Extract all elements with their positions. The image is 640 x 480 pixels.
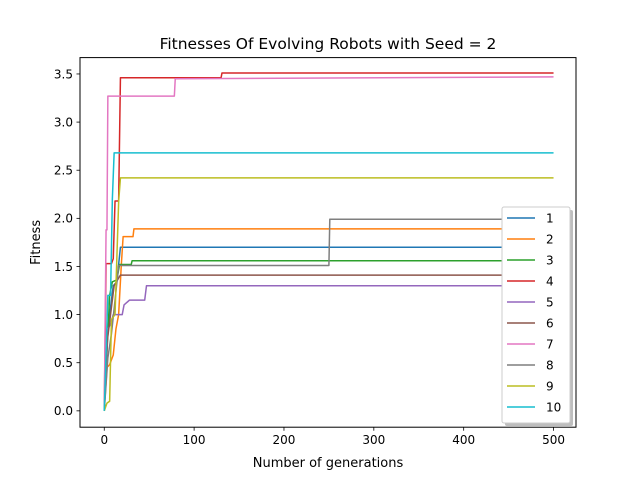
y-tick-label: 1.0 [54, 308, 73, 322]
y-tick-label: 2.0 [54, 212, 73, 226]
legend-label-1: 1 [546, 212, 554, 226]
legend-label-5: 5 [546, 296, 554, 310]
legend-label-2: 2 [546, 233, 554, 247]
x-tick-label: 200 [273, 433, 296, 447]
y-tick-label: 0.0 [54, 404, 73, 418]
chart-legend: 1 2 3 4 5 6 7 8 9 10 [501, 206, 573, 426]
chart-title: Fitnesses Of Evolving Robots with Seed =… [160, 35, 497, 53]
legend-label-9: 9 [546, 380, 554, 394]
y-tick-label: 2.5 [54, 164, 73, 178]
legend-box [501, 206, 571, 424]
y-tick-label: 1.5 [54, 260, 73, 274]
x-axis-label: Number of generations [253, 456, 404, 471]
y-tick-label: 3.5 [54, 67, 73, 81]
y-axis-label: Fitness [29, 220, 44, 265]
series-line-10 [103, 152, 554, 411]
series-line-7 [103, 76, 554, 411]
series-line-9 [103, 177, 554, 412]
y-tick-label: 3.0 [54, 115, 73, 129]
series-line-8 [103, 218, 554, 411]
plot-area [103, 72, 554, 412]
x-tick-label: 500 [542, 433, 565, 447]
legend-label-3: 3 [546, 254, 554, 268]
legend-label-4: 4 [546, 275, 554, 289]
plot-frame [79, 57, 577, 428]
y-tick-label: 0.5 [54, 356, 73, 370]
x-tick-label: 400 [452, 433, 475, 447]
legend-label-8: 8 [546, 359, 554, 373]
x-tick-label: 100 [183, 433, 206, 447]
x-tick-label: 0 [100, 433, 108, 447]
x-axis: 0 100 200 300 400 500 [100, 427, 565, 447]
legend-label-10: 10 [546, 401, 561, 415]
y-axis: 0.0 0.5 1.0 1.5 2.0 2.5 3.0 3.5 [54, 67, 80, 418]
series-line-4 [103, 72, 554, 411]
x-tick-label: 300 [362, 433, 385, 447]
legend-label-6: 6 [546, 317, 554, 331]
legend-label-7: 7 [546, 338, 554, 352]
